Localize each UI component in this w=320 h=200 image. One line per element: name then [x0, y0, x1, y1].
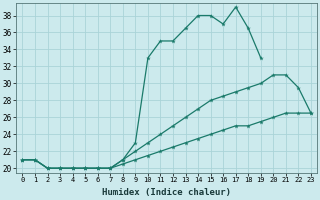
X-axis label: Humidex (Indice chaleur): Humidex (Indice chaleur): [102, 188, 231, 197]
